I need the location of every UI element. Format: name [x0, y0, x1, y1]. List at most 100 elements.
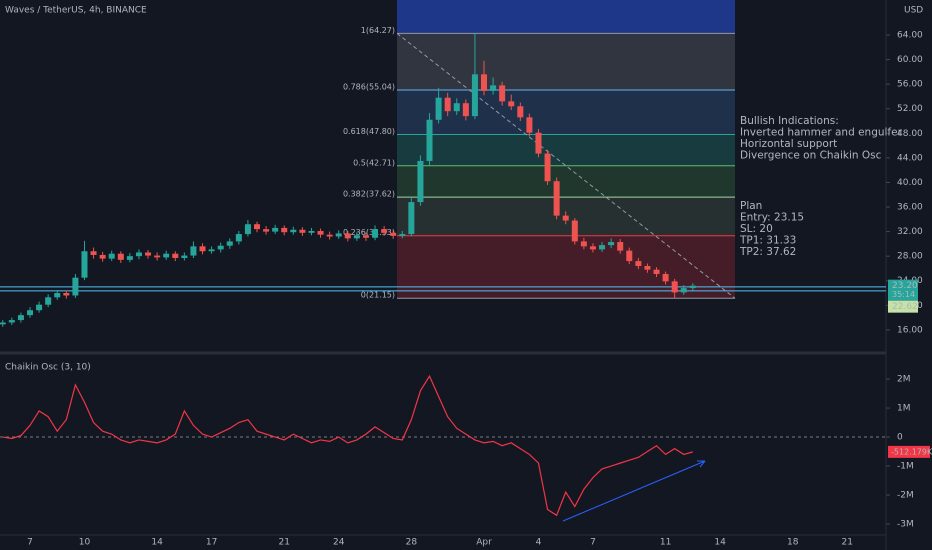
- last-value-tag: [888, 445, 930, 458]
- annotation-text: Divergence on Chaikin Osc: [740, 150, 882, 162]
- candle-body: [372, 229, 379, 238]
- candle-body: [535, 132, 542, 154]
- y-tick-label: 0: [897, 433, 903, 443]
- x-tick-label: Apr: [476, 538, 492, 548]
- candle-body: [599, 245, 606, 250]
- last-price-label: 23.20: [892, 281, 918, 291]
- x-tick-label: 18: [787, 538, 799, 548]
- candle-body: [362, 235, 369, 238]
- candle-body: [244, 224, 251, 235]
- candle-body: [481, 74, 487, 91]
- candle-body: [417, 160, 424, 203]
- candle-body: [54, 293, 61, 298]
- last-price-tag: [888, 279, 918, 301]
- fib-zone: [397, 90, 735, 135]
- fib-level-label: 1(64.27): [361, 26, 395, 35]
- candle-body: [172, 253, 179, 259]
- y-tick-label: -3M: [897, 519, 914, 529]
- y-tick-label: 52.00: [897, 104, 923, 114]
- top-layer: Bullish Indications:Inverted hammer and …: [739, 115, 932, 458]
- candle-body: [27, 310, 33, 316]
- fib-level-label: 0(21.15): [361, 291, 395, 300]
- candle-body: [435, 97, 442, 120]
- candle-body: [272, 227, 279, 232]
- candle-body: [608, 242, 615, 246]
- candle-body: [635, 261, 642, 266]
- annotation-text: Plan: [740, 200, 762, 212]
- fib-level-label: 0.618(47.80): [343, 127, 395, 136]
- candle-body: [8, 320, 15, 323]
- candle-body: [544, 153, 551, 182]
- candle-body: [526, 117, 533, 133]
- x-tick-label: 14: [151, 538, 163, 548]
- candle-body: [108, 253, 115, 259]
- candle-body: [235, 234, 242, 242]
- x-tick-label: 7: [590, 538, 596, 548]
- last-value-label: -512.179K: [891, 447, 932, 456]
- candle-body: [426, 119, 433, 161]
- fib-zone: [397, 165, 735, 198]
- candle-body: [299, 229, 306, 233]
- candle-body: [145, 252, 152, 256]
- candle-body: [508, 101, 515, 107]
- candle-body: [163, 253, 170, 258]
- y-tick-label: 48.00: [897, 129, 923, 139]
- candle-body: [208, 249, 215, 252]
- candle-body: [453, 103, 460, 112]
- candle-body: [617, 242, 624, 251]
- x-tick-label: 28: [406, 538, 418, 548]
- y-tick-label: 64.00: [897, 31, 923, 41]
- y-tick-label: 1M: [897, 404, 911, 414]
- annotation-text: TP2: 37.62: [739, 246, 796, 258]
- candle-body: [471, 74, 478, 117]
- candle-body: [390, 232, 397, 236]
- y-tick-label: -2M: [897, 491, 914, 501]
- candle-body: [308, 230, 315, 233]
- candle-body: [281, 227, 288, 233]
- y-tick-label: 2M: [897, 375, 911, 385]
- y-tick-label: 44.00: [897, 153, 923, 163]
- x-tick-label: 7: [27, 538, 33, 548]
- fib-level-label: 0.382(37.62): [343, 190, 395, 199]
- candle-body: [589, 246, 596, 250]
- level-tag: [888, 300, 918, 313]
- annotation-text: Bullish Indications:: [740, 115, 839, 127]
- fib-level-label: 0.5(42.71): [353, 158, 395, 167]
- candle-body: [689, 285, 696, 289]
- candle-body: [671, 281, 678, 293]
- annotation-text: Horizontal support: [740, 138, 837, 150]
- candle-body: [263, 229, 270, 232]
- candle-body: [36, 304, 43, 311]
- countdown-label: 35:14: [892, 290, 915, 299]
- candle-body: [490, 85, 497, 91]
- annotation-text: Entry: 23.15: [740, 212, 804, 224]
- candle-body: [335, 233, 342, 237]
- currency-label: USD: [904, 6, 923, 16]
- candle-body: [117, 253, 124, 260]
- x-tick-label: 21: [279, 538, 290, 548]
- candle-body: [399, 234, 406, 236]
- fib-zone: [397, 134, 735, 166]
- x-tick-label: 4: [536, 538, 542, 548]
- candle-body: [199, 246, 206, 252]
- candle-body: [290, 229, 297, 233]
- candle-body: [344, 233, 351, 239]
- candle-body: [571, 220, 578, 242]
- fib-level-label: 0.786(55.04): [343, 83, 395, 92]
- candle-body: [353, 235, 360, 239]
- y-tick-label: 32.00: [897, 227, 923, 237]
- chart-title: Waves / TetherUS, 4h, BINANCE: [5, 6, 147, 16]
- candle-body: [644, 265, 651, 270]
- candle-body: [72, 277, 79, 296]
- candle-body: [553, 181, 560, 216]
- candle-body: [626, 250, 633, 262]
- fib-zone: [397, 235, 735, 299]
- candle-body: [653, 269, 660, 274]
- y-tick-label: 36.00: [897, 203, 923, 213]
- candle-body: [0, 322, 6, 325]
- candle-body: [17, 315, 24, 321]
- oscillator-line: [2, 374, 694, 517]
- candle-body: [444, 97, 451, 112]
